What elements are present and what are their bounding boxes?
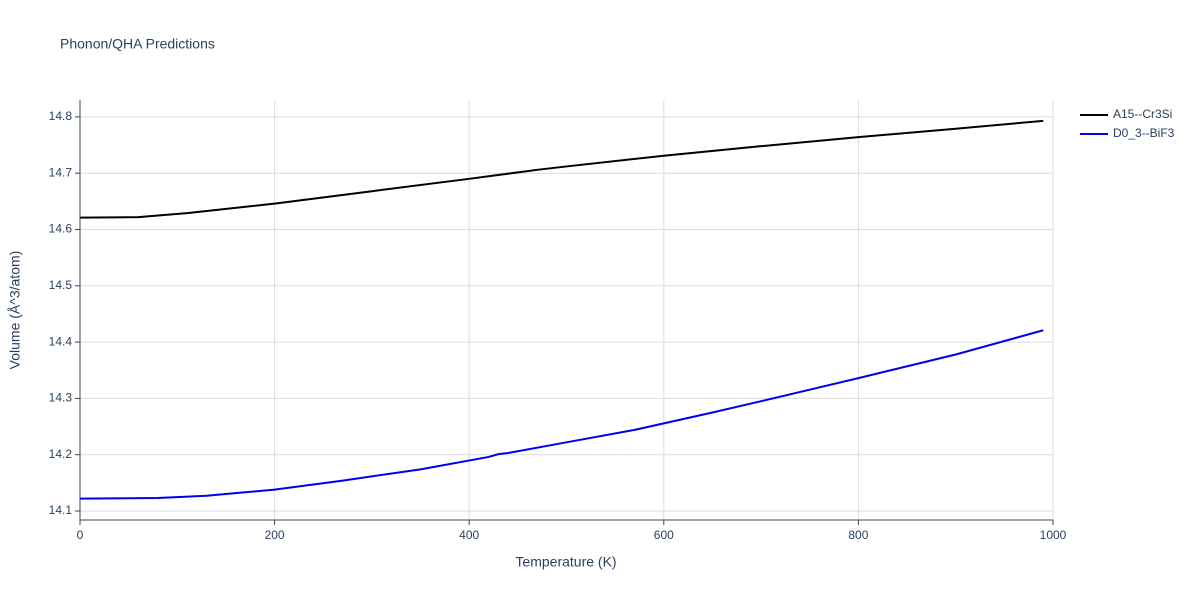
y-axis-label: Volume (Å^3/atom) bbox=[7, 251, 23, 370]
line-series bbox=[79, 329, 1044, 500]
y-tick-label: 14.6 bbox=[49, 222, 73, 236]
y-tick-label: 14.5 bbox=[49, 278, 73, 292]
y-tick-label: 14.1 bbox=[49, 503, 73, 517]
x-tick-label: 200 bbox=[265, 528, 285, 542]
y-tick-label: 14.4 bbox=[49, 334, 73, 348]
x-axis-label: Temperature (K) bbox=[515, 554, 616, 570]
line-series bbox=[79, 119, 1044, 219]
y-tick-label: 14.7 bbox=[49, 165, 73, 179]
chart-title: Phonon/QHA Predictions bbox=[60, 36, 215, 52]
x-tick-label: 800 bbox=[848, 528, 868, 542]
y-tick-label: 14.2 bbox=[49, 447, 73, 461]
y-tick-label: 14.3 bbox=[49, 391, 73, 405]
x-tick-label: 1000 bbox=[1040, 528, 1067, 542]
legend-label: D0_3--BiF3 bbox=[1113, 126, 1175, 140]
x-tick-label: 400 bbox=[459, 528, 479, 542]
x-tick-label: 600 bbox=[654, 528, 674, 542]
legend-label: A15--Cr3Si bbox=[1113, 107, 1172, 121]
y-tick-label: 14.8 bbox=[49, 109, 73, 123]
x-tick-label: 0 bbox=[77, 528, 84, 542]
